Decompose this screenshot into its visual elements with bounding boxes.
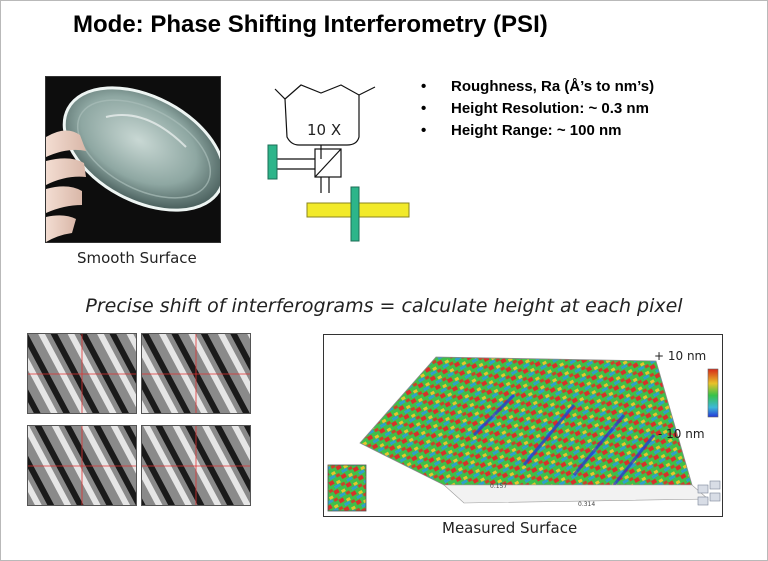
bullet-dot: • [421, 122, 427, 139]
surface-axis-label-1: 0.157 [490, 483, 508, 490]
camera-block [267, 144, 278, 180]
piezo-block [350, 186, 360, 242]
spec-height-resolution-text: Height Resolution: ~ 0.3 nm [451, 100, 649, 117]
smooth-surface-caption: Smooth Surface [77, 249, 197, 267]
spec-roughness: • Roughness, Ra (Å’s to nm’s) [421, 77, 654, 99]
specs-list: • Roughness, Ra (Å’s to nm’s) • Height Res… [421, 77, 654, 143]
interferogram-3 [27, 425, 137, 506]
surface-base [443, 484, 709, 504]
scale-bottom-label: - 10 nm [658, 427, 705, 441]
microscope-housing-outline [274, 84, 376, 100]
surface-mesh [359, 356, 693, 486]
spec-height-range-text: Height Range: ~ 100 nm [451, 122, 622, 139]
bullet-dot: • [421, 100, 427, 117]
surface-valleys [472, 393, 656, 486]
spec-height-resolution: • Height Resolution: ~ 0.3 nm [421, 99, 654, 121]
beam-splitter-box [314, 148, 342, 178]
surface-thumbnail [327, 464, 367, 512]
bullet-dot: • [421, 78, 427, 95]
slide-title: Mode: Phase Shifting Interferometry (PSI… [73, 11, 548, 38]
spec-height-range: • Height Range: ~ 100 nm [421, 121, 654, 143]
surface-3d-plot [327, 356, 721, 512]
color-scale-bar [707, 368, 719, 418]
interferogram-2 [141, 333, 251, 414]
objective-lens-body [284, 95, 360, 146]
scale-top-label: + 10 nm [654, 349, 707, 363]
view-navigation-control[interactable] [697, 480, 721, 506]
beam-splitter-diagonal [314, 148, 342, 178]
measured-surface-panel: 0.157 0.314 + 10 nm - 10 nm [323, 334, 723, 517]
interferometer-schematic [267, 84, 410, 242]
spec-roughness-text: Roughness, Ra (Å’s to nm’s) [451, 78, 655, 95]
smooth-lens-photo [45, 76, 221, 243]
objective-magnification-label: 10 X [307, 121, 342, 139]
measured-surface-caption: Measured Surface [442, 519, 578, 537]
lens-illustration [46, 77, 220, 242]
psi-subtitle: Precise shift of interferograms = calcul… [85, 295, 683, 317]
surface-axis-label-2: 0.314 [578, 501, 596, 508]
interferogram-1 [27, 333, 137, 414]
interferogram-4 [141, 425, 251, 506]
